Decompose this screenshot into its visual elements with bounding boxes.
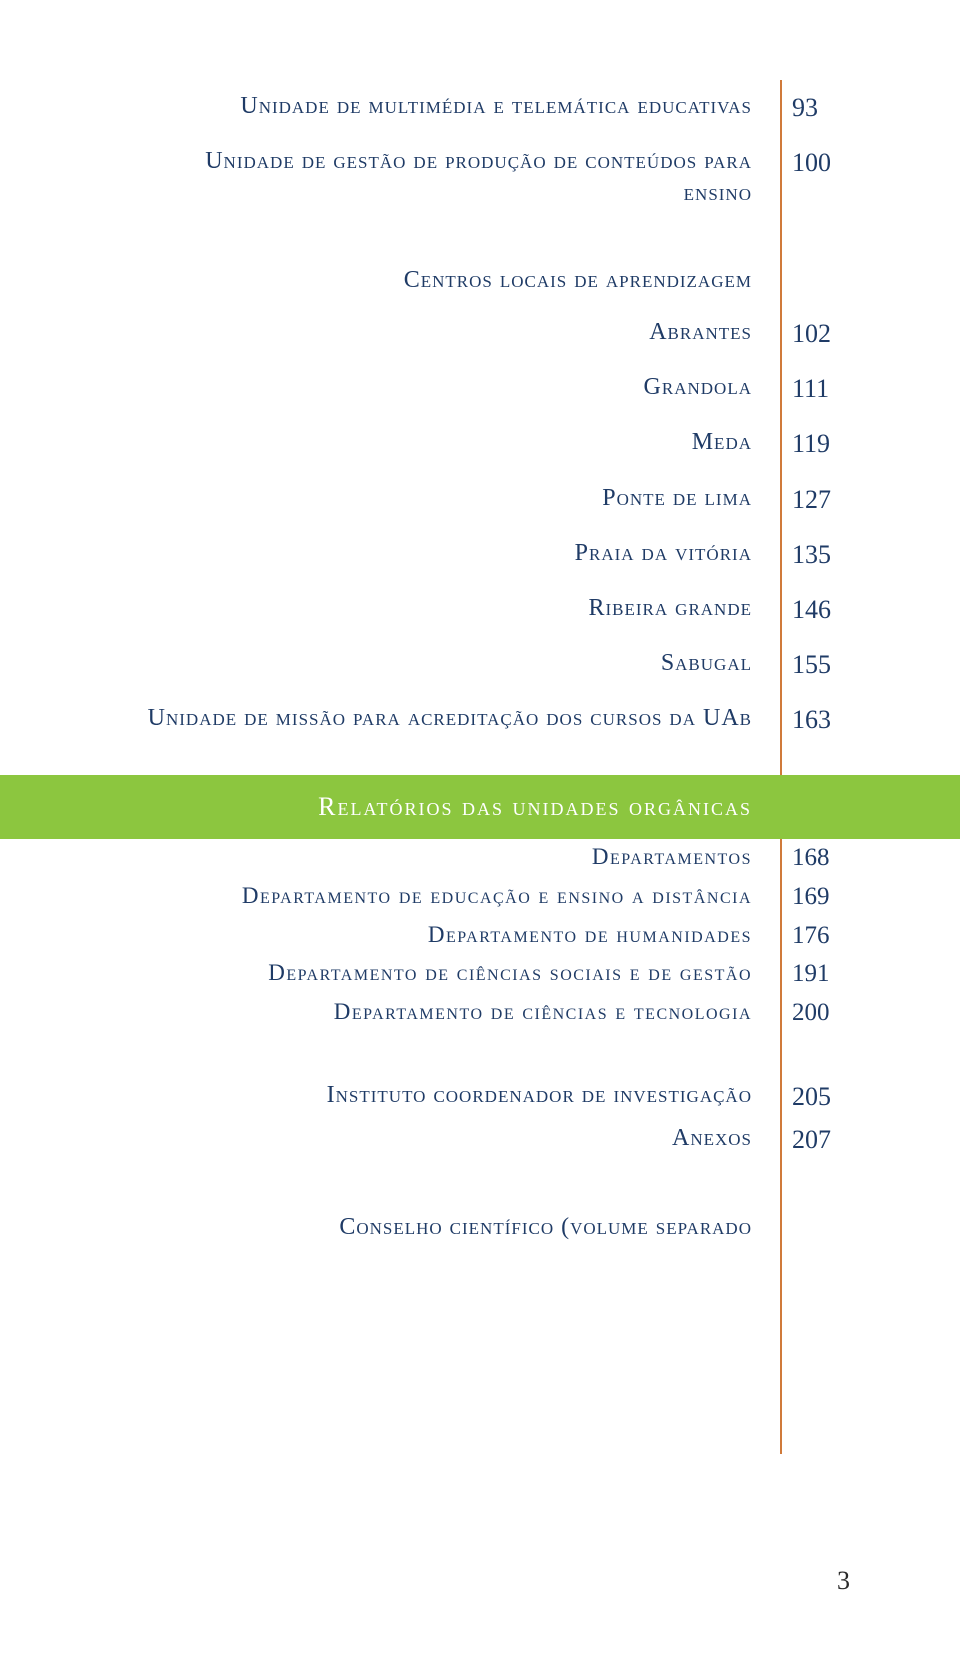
toc-row: Departamentos 168 (130, 839, 860, 878)
toc-page: 176 (770, 917, 860, 956)
toc-label: Grandola (130, 371, 770, 403)
toc-group-departamentos: Departamentos 168 Departamento de educaç… (130, 839, 860, 1033)
toc-page: 100 (770, 145, 860, 180)
toc-row: Centros locais de aprendizagem (130, 264, 860, 296)
toc-row: Ponte de lima 127 (130, 482, 860, 517)
toc-page: 111 (770, 371, 860, 406)
toc-row: Meda 119 (130, 426, 860, 461)
toc-label: Sabugal (130, 647, 770, 679)
toc-page: 168 (770, 839, 860, 878)
toc-page: 93 (770, 90, 860, 125)
toc-row: Conselho científico (volume separado (130, 1211, 860, 1243)
toc-page: 155 (770, 647, 860, 682)
toc-row: Anexos 207 (130, 1122, 860, 1157)
toc-page: 169 (770, 878, 860, 917)
toc-label: Conselho científico (volume separado (130, 1211, 770, 1243)
toc-label: Departamento de ciências sociais e de ge… (130, 955, 770, 991)
toc-page: 163 (770, 702, 860, 737)
toc-row: Instituto coordenador de investigação 20… (130, 1079, 860, 1114)
toc-label: Departamento de educação e ensino a dist… (130, 878, 770, 914)
page: Unidade de multimédia e telemática educa… (0, 0, 960, 1654)
toc-page: 135 (770, 537, 860, 572)
toc-page: 119 (770, 426, 860, 461)
toc-row: Departamento de humanidades 176 (130, 917, 860, 956)
toc-row: Sabugal 155 (130, 647, 860, 682)
toc-row: Ribeira grande 146 (130, 592, 860, 627)
toc-label: Ribeira grande (130, 592, 770, 624)
toc-row: Departamento de ciências e tecnologia 20… (130, 994, 860, 1033)
toc-label: Instituto coordenador de investigação (130, 1079, 770, 1111)
toc-row: Departamento de educação e ensino a dist… (130, 878, 860, 917)
toc-label: Abrantes (130, 316, 770, 348)
toc-label: Anexos (130, 1122, 770, 1154)
toc-row-band: Relatórios das unidades orgânicas (130, 775, 860, 824)
toc-label: Meda (130, 426, 770, 458)
toc-page: 146 (770, 592, 860, 627)
toc-row: Unidade de missão para acreditação dos c… (130, 702, 860, 737)
toc-row: Abrantes 102 (130, 316, 860, 351)
toc-page: 191 (770, 955, 860, 994)
toc-label: Departamento de ciências e tecnologia (130, 994, 770, 1030)
toc-page: 207 (770, 1122, 860, 1157)
toc-row: Praia da vitória 135 (130, 537, 860, 572)
toc-row: Departamento de ciências sociais e de ge… (130, 955, 860, 994)
toc-label: Unidade de missão para acreditação dos c… (130, 702, 770, 734)
toc-page: 205 (770, 1079, 860, 1114)
toc-label: Relatórios das unidades orgânicas (130, 789, 770, 824)
toc-label: Departamento de humanidades (130, 917, 770, 953)
toc-label: Unidade de multimédia e telemática educa… (130, 90, 770, 122)
toc-label: Centros locais de aprendizagem (130, 264, 770, 296)
toc-label: Departamentos (130, 839, 770, 875)
toc-label: Unidade de gestão de produção de conteúd… (130, 145, 770, 210)
vertical-rule (780, 80, 782, 1454)
toc-row: Unidade de gestão de produção de conteúd… (130, 145, 860, 210)
page-number: 3 (837, 1566, 850, 1596)
toc-label: Ponte de lima (130, 482, 770, 514)
toc-page: 102 (770, 316, 860, 351)
toc-page: 200 (770, 994, 860, 1033)
toc-page: 127 (770, 482, 860, 517)
toc-row: Unidade de multimédia e telemática educa… (130, 90, 860, 125)
toc-row: Grandola 111 (130, 371, 860, 406)
toc-label: Praia da vitória (130, 537, 770, 569)
